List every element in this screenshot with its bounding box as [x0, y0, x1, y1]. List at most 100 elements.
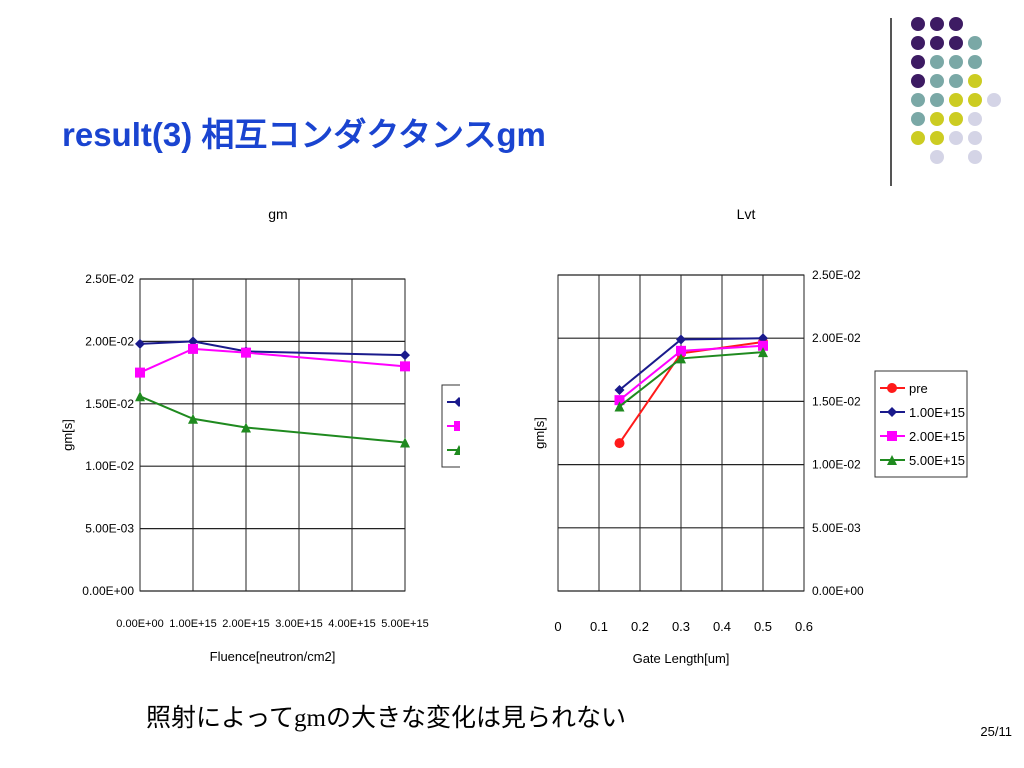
- gm-vs-gate-length-chart: Lvt 0.00E+00 5.00E-03 1.00E-02 1.50E-02 2.00E…: [532, 206, 968, 666]
- decorative-dot: [949, 112, 963, 126]
- chart-title: Lvt: [737, 206, 756, 222]
- legend-marker: [887, 455, 897, 465]
- y-tick-label: 5.00E-03: [85, 522, 134, 536]
- series-line: [139, 347, 406, 374]
- legend-label: 1.00E+15: [909, 405, 965, 420]
- data-point: [614, 438, 625, 449]
- decorative-dot: [949, 36, 963, 50]
- decorative-dot: [930, 112, 944, 126]
- decorative-dot: [930, 55, 944, 69]
- legend-label: 2.00E+15: [909, 429, 965, 444]
- decorative-dot: [968, 131, 982, 145]
- plot-area: [139, 278, 406, 592]
- legend-marker: [887, 431, 897, 441]
- x-tick-label: 0.1: [590, 619, 608, 634]
- slide-title: result(3) 相互コンダクタンスgm: [62, 116, 546, 153]
- y-tick-label: 1.50E-02: [812, 394, 861, 408]
- data-point: [188, 343, 198, 354]
- slide-subtitle: 照射によってgmの大きな変化は見られない: [146, 698, 626, 734]
- decorative-dot-grid: [911, 17, 1001, 164]
- x-tick-label: 2.00E+15: [222, 618, 269, 630]
- decorative-dot: [949, 55, 963, 69]
- legend-marker: [887, 407, 897, 417]
- series-2.00E+15: [614, 340, 768, 406]
- decorative-dot: [911, 55, 925, 69]
- data-point: [241, 422, 251, 433]
- y-tick-label: 0.00E+00: [812, 584, 864, 598]
- data-point: [188, 413, 198, 424]
- y-axis-label: gm[s]: [60, 419, 75, 451]
- x-tick-label: 3.00E+15: [275, 618, 322, 630]
- decorative-dot: [930, 131, 944, 145]
- data-point: [676, 353, 686, 364]
- x-axis-label: Gate Length[um]: [633, 651, 730, 666]
- decorative-dot: [930, 150, 944, 164]
- data-point: [241, 347, 251, 358]
- data-point: [135, 338, 145, 349]
- legend-marker: [454, 445, 460, 455]
- data-point: [400, 361, 410, 372]
- x-tick-label: 0.2: [631, 619, 649, 634]
- x-tick-label: 0.4: [713, 619, 731, 634]
- legend-label: pre: [909, 381, 928, 396]
- decorative-dot: [968, 55, 982, 69]
- decorative-dot: [949, 17, 963, 31]
- decorative-dot: [968, 150, 982, 164]
- series-HVT: [135, 343, 410, 378]
- title-divider-line: [890, 18, 892, 186]
- subtitle-text-before: 照射によって: [146, 703, 295, 732]
- series-IO: [135, 391, 410, 448]
- y-tick-label: 2.00E-02: [85, 334, 134, 348]
- data-point: [400, 437, 410, 448]
- decorative-dot: [911, 17, 925, 31]
- x-tick-label: 0.00E+00: [116, 618, 163, 630]
- y-axis-label: gm[s]: [532, 417, 547, 449]
- y-tick-label: 2.50E-02: [85, 272, 134, 286]
- series-5.00E+15: [614, 347, 768, 412]
- gm-vs-fluence-chart: gm 0.00E+00 5.00E-03 1.00E-02 1.50E-02 2.00E-…: [60, 206, 460, 664]
- decorative-dot: [930, 36, 944, 50]
- x-axis-label: Fluence[neutron/cm2]: [210, 649, 336, 664]
- decorative-dot: [911, 74, 925, 88]
- x-tick-label: 0.3: [672, 619, 690, 634]
- series-1.00E+15: [614, 333, 768, 396]
- series-line: [139, 340, 406, 357]
- data-point: [614, 401, 625, 412]
- data-point: [758, 347, 768, 358]
- decorative-dot: [949, 131, 963, 145]
- decorative-dot: [930, 93, 944, 107]
- data-point: [400, 350, 410, 361]
- y-tick-label: 0.00E+00: [82, 584, 134, 598]
- subtitle-text-gm: gm: [294, 705, 326, 732]
- decorative-dot: [911, 112, 925, 126]
- decorative-dot: [968, 93, 982, 107]
- decorative-dot: [930, 17, 944, 31]
- y-tick-label: 1.00E-02: [85, 459, 134, 473]
- page-number: 25/11: [980, 724, 1012, 739]
- x-tick-label: 5.00E+15: [381, 618, 428, 630]
- decorative-dot: [968, 36, 982, 50]
- y-tick-label: 1.50E-02: [85, 397, 134, 411]
- decorative-dot: [911, 131, 925, 145]
- decorative-dot: [911, 36, 925, 50]
- y-tick-label: 2.50E-02: [812, 268, 861, 282]
- decorative-dot: [968, 112, 982, 126]
- decorative-dot: [911, 93, 925, 107]
- data-point: [758, 333, 768, 344]
- y-tick-label: 1.00E-02: [812, 458, 861, 472]
- decorative-dot: [949, 74, 963, 88]
- series-line: [139, 395, 406, 444]
- data-point: [676, 345, 686, 356]
- data-point: [135, 391, 145, 402]
- data-point: [135, 367, 145, 378]
- legend-marker: [454, 397, 460, 407]
- chart-title: gm: [268, 206, 287, 222]
- decorative-dot: [968, 74, 982, 88]
- y-tick-label: 2.00E-02: [812, 331, 861, 345]
- x-tick-label: 1.00E+15: [169, 618, 216, 630]
- data-point: [614, 385, 625, 396]
- decorative-dot: [930, 74, 944, 88]
- data-point: [614, 395, 625, 406]
- subtitle-text-after: の大きな変化は見られない: [325, 703, 626, 732]
- data-point: [676, 334, 686, 345]
